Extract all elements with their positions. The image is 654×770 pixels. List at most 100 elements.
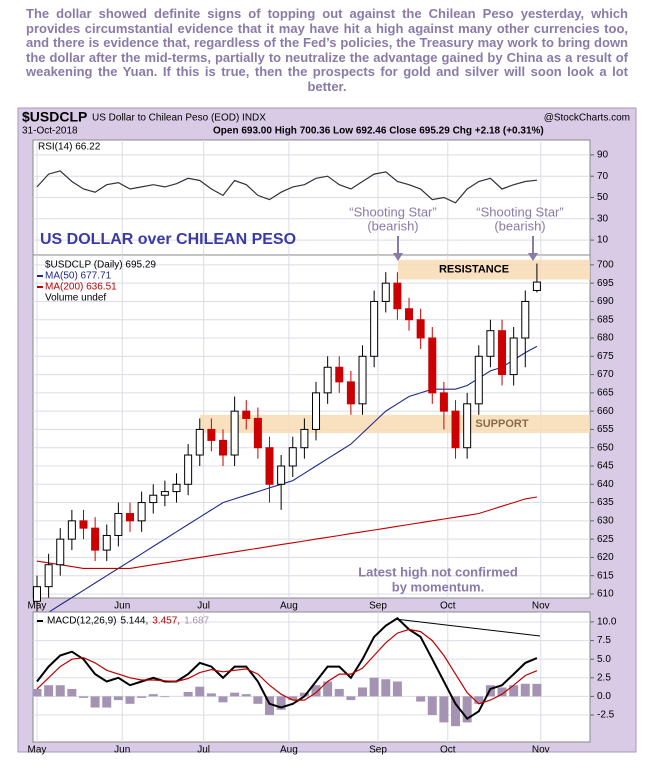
- candle-body: [67, 520, 76, 540]
- candle-body: [335, 366, 344, 383]
- histogram-bar: [137, 696, 147, 698]
- band-label: SUPPORT: [475, 418, 528, 430]
- histogram-bar: [509, 685, 519, 697]
- candle-body: [486, 330, 495, 357]
- x-tick-label: Jul: [197, 745, 210, 756]
- candle-body: [451, 410, 460, 449]
- histogram-bar: [148, 694, 158, 697]
- candle-body: [253, 417, 262, 449]
- series-line: [36, 170, 537, 204]
- volume-label: Volume undef: [45, 293, 106, 304]
- y-tick-label: 625: [597, 534, 614, 545]
- panel-label: MACD(12,26,9): [47, 616, 116, 627]
- x-tick-label: Aug: [280, 745, 298, 756]
- candle-body: [405, 308, 414, 321]
- x-tick-label: Sep: [369, 601, 387, 612]
- histogram-bar: [160, 696, 170, 698]
- histogram-bar: [427, 696, 437, 715]
- histogram-bar: [439, 696, 449, 723]
- histogram-bar: [67, 688, 77, 697]
- histogram-bar: [78, 696, 88, 698]
- histogram-bar: [241, 694, 251, 697]
- candle-body: [149, 494, 158, 504]
- y-tick-label: 675: [597, 351, 614, 362]
- candle-body: [509, 337, 518, 376]
- histogram-bar: [265, 696, 275, 715]
- candle-body: [102, 534, 111, 551]
- x-tick-label: May: [28, 745, 47, 756]
- histogram-bar: [218, 696, 228, 703]
- histogram-bar: [532, 683, 542, 697]
- y-tick-label: 5.0: [597, 654, 611, 665]
- histogram-bar: [451, 696, 461, 727]
- candle-body: [230, 410, 239, 456]
- candle-body: [79, 520, 88, 529]
- arrow-head: [528, 253, 538, 261]
- candle-body: [532, 281, 541, 291]
- histogram-bar: [125, 696, 135, 704]
- histogram-bar: [323, 681, 333, 697]
- annotation: by momentum.: [392, 579, 484, 594]
- candle-body: [195, 428, 204, 456]
- histogram-bar: [288, 696, 298, 701]
- y-tick-label: 30: [597, 213, 609, 224]
- candle-body: [172, 483, 181, 493]
- x-tick-label: Aug: [280, 601, 298, 612]
- histogram-bar: [183, 691, 193, 697]
- y-tick-label: 10: [597, 235, 609, 246]
- candle-body: [265, 447, 274, 485]
- annotation: “Shooting Star”: [476, 204, 563, 219]
- histogram-bar: [276, 696, 286, 710]
- series-line: [36, 496, 537, 569]
- symbol: $USDCLP: [22, 109, 87, 125]
- candle-body: [219, 439, 228, 456]
- annotation: (bearish): [494, 218, 545, 233]
- y-tick-label: 630: [597, 515, 614, 526]
- date: 31-Oct-2018: [22, 126, 78, 137]
- candle-body: [207, 428, 216, 441]
- y-tick-label: 620: [597, 552, 614, 563]
- y-tick-label: 685: [597, 314, 614, 325]
- candle-body: [381, 282, 390, 302]
- legend-label: MA(50) 677.71: [45, 271, 112, 282]
- histogram-bar: [230, 692, 240, 697]
- candle-body: [416, 319, 425, 339]
- x-tick-label: Sep: [369, 745, 387, 756]
- candle-body: [498, 330, 507, 376]
- ohlc: Open 693.00 High 700.36 Low 692.46 Close…: [213, 126, 544, 137]
- candle-body: [370, 300, 379, 357]
- histogram-bar: [32, 688, 42, 697]
- candle-body: [32, 586, 41, 602]
- histogram-bar: [381, 679, 391, 697]
- commentary: The dollar showed definite signs of topp…: [26, 6, 628, 94]
- histogram-bar: [113, 696, 123, 701]
- band-label: RESISTANCE: [439, 264, 509, 276]
- symbol-name: US Dollar to Chilean Peso (EOD) INDX: [92, 113, 266, 124]
- candle-body: [393, 282, 402, 310]
- y-tick-label: 640: [597, 479, 614, 490]
- candle-body: [346, 381, 355, 405]
- legend-label: 5.144,: [120, 616, 148, 627]
- arrow-head: [393, 253, 403, 261]
- candle-body: [242, 410, 251, 419]
- histogram-bar: [90, 696, 100, 708]
- histogram-bar: [44, 685, 54, 697]
- x-tick-label: Jun: [114, 601, 130, 612]
- y-tick-label: 10.0: [597, 617, 617, 628]
- candle-body: [160, 491, 169, 496]
- annotation: (bearish): [367, 218, 418, 233]
- candle-body: [277, 465, 286, 485]
- candle-body: [439, 392, 448, 412]
- y-tick-label: 635: [597, 497, 614, 508]
- histogram-bar: [55, 685, 65, 697]
- y-tick-label: 7.5: [597, 635, 611, 646]
- legend-title: $USDCLP (Daily) 695.29: [45, 260, 156, 271]
- candle-body: [300, 428, 309, 449]
- candle-body: [463, 403, 472, 449]
- candle-body: [114, 513, 123, 536]
- histogram-bar: [253, 696, 263, 704]
- histogram-bar: [416, 696, 426, 702]
- y-tick-label: 670: [597, 369, 614, 380]
